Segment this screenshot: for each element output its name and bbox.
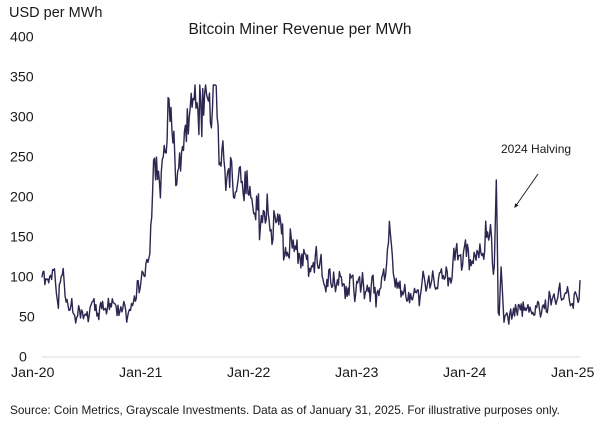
svg-text:Jan-20: Jan-20 <box>11 365 54 381</box>
svg-text:100: 100 <box>10 269 34 285</box>
svg-text:200: 200 <box>10 189 34 205</box>
svg-text:Jan-23: Jan-23 <box>335 365 378 381</box>
svg-text:150: 150 <box>10 229 34 245</box>
svg-text:Jan-22: Jan-22 <box>227 365 270 381</box>
svg-text:Jan-24: Jan-24 <box>443 365 486 381</box>
svg-text:300: 300 <box>10 109 34 125</box>
svg-text:0: 0 <box>19 349 27 365</box>
svg-text:350: 350 <box>10 69 34 85</box>
svg-text:250: 250 <box>10 149 34 165</box>
svg-text:Jan-21: Jan-21 <box>119 365 162 381</box>
svg-text:50: 50 <box>19 309 35 325</box>
svg-text:400: 400 <box>10 29 34 45</box>
svg-text:Jan-25: Jan-25 <box>551 365 594 381</box>
